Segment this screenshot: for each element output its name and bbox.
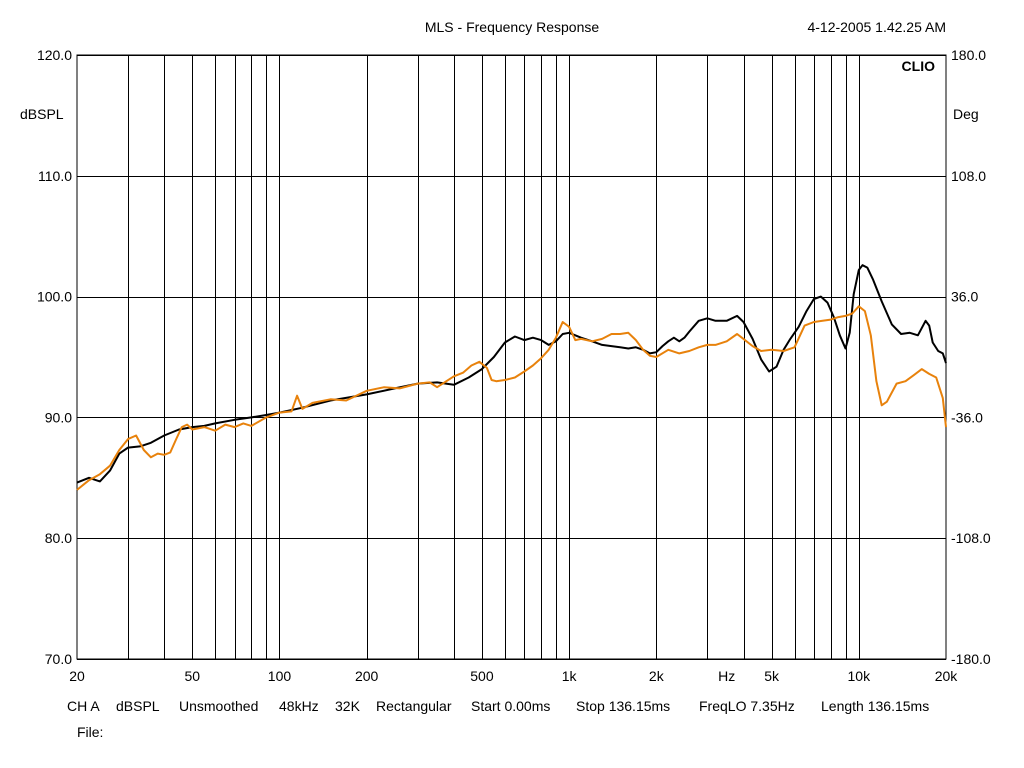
footer-setting: 48kHz: [279, 698, 319, 714]
timestamp: 4-12-2005 1.42.25 AM: [807, 19, 946, 35]
series-line-orange: [76, 305, 947, 491]
x-tick-label: 5k: [764, 668, 780, 684]
series-line-black: [76, 264, 947, 484]
y-tick-label: 80.0: [45, 530, 72, 546]
x-tick-label: Hz: [718, 668, 735, 684]
y-tick-label: 120.0: [37, 47, 72, 63]
x-tick-label: 20: [69, 668, 85, 684]
footer-setting: Length 136.15ms: [821, 698, 929, 714]
footer-setting: dBSPL: [116, 698, 160, 714]
y-axis-label: dBSPL: [20, 106, 64, 122]
y2-tick-label: 108.0: [951, 168, 986, 184]
footer-setting: Stop 136.15ms: [576, 698, 670, 714]
y2-tick-label: -180.0: [951, 651, 991, 667]
grid-lines: [77, 55, 946, 660]
x-tick-label: 10k: [848, 668, 872, 684]
y-tick-label: 110.0: [38, 168, 72, 184]
x-tick-label: 50: [184, 668, 200, 684]
x-tick-label: 200: [355, 668, 379, 684]
file-label: File:: [77, 724, 103, 740]
y2-tick-label: -108.0: [951, 530, 991, 546]
y-tick-label: 70.0: [45, 651, 72, 667]
x-tick-label: 1k: [562, 668, 578, 684]
chart-title: MLS - Frequency Response: [425, 19, 600, 35]
y-tick-label: 90.0: [45, 409, 72, 425]
x-tick-labels: 20 50 100 200 500 1k 2k Hz 5k 10k 20k: [69, 668, 958, 684]
y2-tick-label: -36.0: [951, 409, 983, 425]
x-tick-label: 100: [268, 668, 292, 684]
y2-axis-label: Deg: [953, 106, 979, 122]
y-tick-labels: 120.0 110.0 100.0 90.0 80.0 70.0: [37, 47, 72, 667]
plot-frame: [76, 54, 947, 660]
y2-tick-label: 36.0: [951, 289, 978, 305]
clio-logo: CLIO: [902, 58, 936, 74]
x-tick-label: 500: [470, 668, 494, 684]
footer-setting: 32K: [335, 698, 361, 714]
footer-setting: CH A: [67, 698, 100, 714]
y2-tick-label: 180.0: [951, 47, 986, 63]
footer-setting: Start 0.00ms: [471, 698, 550, 714]
y2-tick-labels: 180.0 108.0 36.0 -36.0 -108.0 -180.0: [951, 47, 991, 667]
x-tick-label: 20k: [935, 668, 959, 684]
footer-setting: Unsmoothed: [179, 698, 258, 714]
footer-setting: FreqLO 7.35Hz: [699, 698, 795, 714]
series-lines: [76, 264, 947, 491]
measurement-settings-footer: CH A dBSPL Unsmoothed 48kHz 32K Rectangular St…: [67, 698, 929, 714]
footer-setting: Rectangular: [376, 698, 452, 714]
y-tick-label: 100.0: [37, 289, 72, 305]
x-tick-label: 2k: [649, 668, 665, 684]
